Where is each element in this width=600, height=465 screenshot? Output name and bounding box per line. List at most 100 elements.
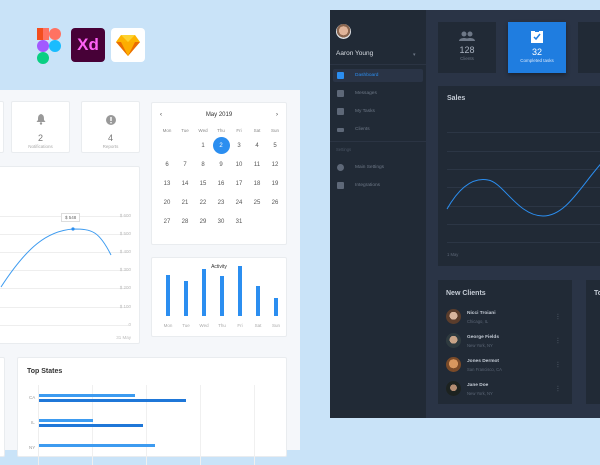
- calendar-day[interactable]: 24: [235, 199, 243, 206]
- stat-card-clients[interactable]: 128 Clients: [438, 22, 496, 73]
- state-bar-il-b: [39, 424, 143, 427]
- calendar-day[interactable]: 3: [237, 142, 241, 149]
- calendar-day[interactable]: 31: [235, 218, 243, 225]
- sidebar-item-dashboard[interactable]: Dashboard: [333, 69, 423, 82]
- calendar-day: [158, 136, 176, 155]
- completed-tasks-count: 32: [531, 47, 542, 57]
- calendar-day[interactable]: 18: [253, 180, 261, 187]
- calendar-day[interactable]: 13: [163, 180, 171, 187]
- y-tick: $ 100: [119, 304, 131, 309]
- client-name: George Fields: [467, 335, 499, 340]
- stat-card-notifications[interactable]: 2 Notifications: [11, 101, 70, 153]
- calendar-day[interactable]: 15: [199, 180, 207, 187]
- activity-bar-mon: [166, 275, 170, 316]
- client-name: Jane Doe: [467, 383, 489, 388]
- sidebar-item-clients[interactable]: Clients: [333, 123, 423, 136]
- more-vertical-icon[interactable]: ···: [554, 361, 561, 368]
- more-vertical-icon[interactable]: ···: [554, 337, 561, 344]
- calendar-day[interactable]: 1: [201, 142, 205, 149]
- calendar-day: [176, 136, 194, 155]
- activity-bar-thu: [220, 276, 224, 316]
- weekday: Fri: [236, 127, 242, 133]
- more-vertical-icon[interactable]: ···: [554, 385, 561, 392]
- calendar-prev-button[interactable]: ‹: [160, 112, 162, 118]
- user-name[interactable]: Aaron Young: [336, 50, 374, 57]
- client-list-item[interactable]: George Fields New York, NY ···: [446, 333, 566, 351]
- stat-card-reports[interactable]: 4 Reports: [81, 101, 140, 153]
- calendar-day[interactable]: 6: [165, 161, 169, 168]
- y-tick: 0: [128, 322, 131, 327]
- dashboard-icon: [337, 72, 344, 79]
- calendar-day[interactable]: 26: [271, 199, 279, 206]
- y-tick: $ 200: [119, 285, 131, 290]
- calendar-day[interactable]: 11: [253, 161, 261, 168]
- client-location: New York, NY: [467, 391, 493, 396]
- new-clients-title: New Clients: [446, 290, 486, 297]
- partial-top-card: To: [586, 280, 600, 404]
- client-list-item[interactable]: Nicci Troiani Chicago, IL ···: [446, 309, 566, 327]
- calendar-day[interactable]: 29: [199, 218, 207, 225]
- y-tick: $ 600: [119, 213, 131, 218]
- sketch-logo: [111, 28, 145, 62]
- more-vertical-icon[interactable]: ···: [554, 313, 561, 320]
- sidebar-item-main-settings[interactable]: Main Settings: [333, 161, 423, 174]
- y-tick: $ 300: [119, 267, 131, 272]
- avatar[interactable]: [336, 24, 351, 39]
- notifications-count: 2: [37, 133, 43, 143]
- activity-bar-sun: [274, 298, 278, 316]
- calendar-day[interactable]: 4: [255, 142, 259, 149]
- calendar-month-label: May 2019: [205, 112, 233, 118]
- calendar-day[interactable]: 14: [181, 180, 189, 187]
- stat-card-completed-tasks[interactable]: 32 Completed tasks: [508, 22, 566, 73]
- calendar-day[interactable]: 16: [217, 180, 225, 187]
- calendar-day[interactable]: 21: [181, 199, 189, 206]
- calendar-day-selected[interactable]: 2: [212, 136, 230, 155]
- calendar-day[interactable]: 12: [271, 161, 279, 168]
- client-list-item[interactable]: Jane Doe New York, NY ···: [446, 381, 566, 399]
- calendar-day[interactable]: 5: [273, 142, 277, 149]
- calendar-day[interactable]: 30: [217, 218, 225, 225]
- weekday: Sat: [253, 127, 261, 133]
- reports-count: 4: [107, 133, 113, 143]
- figma-logo: [36, 28, 62, 64]
- sidebar-item-label: My Tasks: [355, 109, 375, 114]
- partial-card-title: To: [594, 290, 600, 297]
- calendar-day[interactable]: 27: [163, 218, 171, 225]
- calendar-next-button[interactable]: ›: [275, 112, 278, 118]
- sidebar: Aaron Young ▾ Dashboard Messages My Task…: [330, 10, 426, 418]
- adobe-xd-logo: Xd: [71, 28, 105, 62]
- people-icon: [337, 127, 344, 132]
- sidebar-item-my-tasks[interactable]: My Tasks: [333, 105, 423, 118]
- client-list-item[interactable]: Jones Dermot San Francisco, CA ···: [446, 357, 566, 375]
- calendar-day[interactable]: 25: [253, 199, 261, 206]
- weekday: Sun: [270, 127, 279, 133]
- calendar-day[interactable]: 17: [235, 180, 243, 187]
- activity-day-label: Sat: [254, 323, 262, 328]
- chevron-down-icon[interactable]: ▾: [413, 52, 416, 58]
- activity-day-label: Tue: [182, 323, 190, 328]
- calendar-day[interactable]: 7: [183, 161, 187, 168]
- clients-label: Clients: [460, 56, 474, 61]
- chart-tooltip: $ 548: [61, 213, 81, 222]
- revenue-chart-card: $ 600 $ 500 $ 400 $ 300 $ 200 $ 100 0 31…: [0, 166, 140, 344]
- client-name: Nicci Troiani: [467, 311, 496, 316]
- avatar: [446, 333, 461, 348]
- calendar-day[interactable]: 28: [181, 218, 189, 225]
- calendar-day[interactable]: 22: [199, 199, 207, 206]
- stat-card-partial[interactable]: [578, 22, 600, 73]
- sidebar-item-integrations[interactable]: Integrations: [333, 179, 423, 192]
- people-icon: [438, 31, 496, 41]
- partial-card: [0, 357, 5, 457]
- avatar: [446, 381, 461, 396]
- calendar-day[interactable]: 9: [219, 161, 223, 168]
- calendar-day[interactable]: 10: [235, 161, 243, 168]
- new-clients-card: New Clients Nicci Troiani Chicago, IL ··…: [438, 280, 572, 404]
- sidebar-item-messages[interactable]: Messages: [333, 87, 423, 100]
- activity-bar-sat: [256, 286, 260, 316]
- top-states-card: Top States CA IL NY: [17, 357, 287, 465]
- calendar-day[interactable]: 23: [217, 199, 225, 206]
- completed-tasks-label: Completed tasks: [520, 58, 554, 63]
- calendar-day[interactable]: 8: [201, 161, 205, 168]
- calendar-day[interactable]: 20: [163, 199, 171, 206]
- calendar-day[interactable]: 19: [271, 180, 279, 187]
